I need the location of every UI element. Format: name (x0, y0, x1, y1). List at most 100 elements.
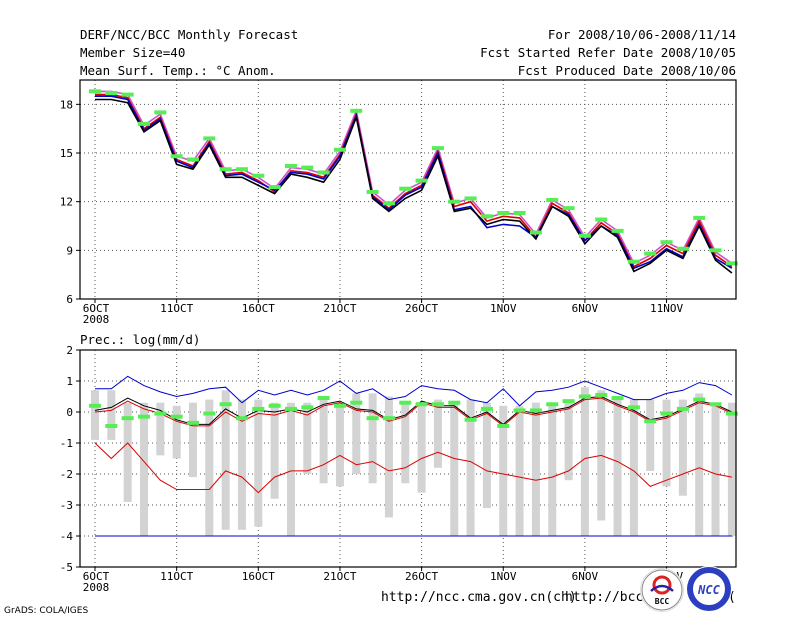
obs-marker (709, 248, 722, 253)
obs-marker (284, 163, 297, 168)
y-tick-label: 6 (66, 293, 73, 306)
obs-marker (676, 406, 689, 411)
obs-marker (268, 403, 281, 408)
spread-bar (548, 402, 557, 536)
y-tick-label: -1 (60, 437, 73, 450)
obs-marker (513, 211, 526, 216)
obs-marker (235, 167, 248, 172)
obs-marker (382, 416, 395, 421)
obs-marker (513, 408, 526, 413)
ncc-logo-text: NCC (697, 583, 720, 597)
obs-marker (448, 199, 461, 204)
series-line-blue (95, 95, 733, 270)
obs-marker (366, 189, 379, 194)
obs-marker (529, 408, 542, 413)
obs-marker (497, 211, 510, 216)
obs-marker (301, 405, 314, 410)
obs-marker (186, 420, 199, 425)
footer-url-ncc[interactable]: http://ncc.cma.gov.cn(ch) (381, 590, 577, 605)
x-tick-label: 1NOV (490, 570, 517, 583)
x-tick-label: 16OCT (242, 570, 275, 583)
spread-bar (417, 402, 426, 493)
member-size: Member Size=40 (80, 45, 186, 60)
series-line-lower (94, 442, 732, 494)
y-tick-label: -4 (60, 530, 74, 543)
spread-bar (401, 402, 410, 484)
obs-marker (709, 402, 722, 407)
obs-marker (480, 406, 493, 411)
x-tick-label: 11OCT (160, 302, 193, 315)
obs-marker (105, 423, 118, 428)
obs-marker (121, 416, 134, 421)
obs-marker (219, 167, 232, 172)
obs-marker (366, 416, 379, 421)
x-tick-label: 21OCT (323, 570, 356, 583)
obs-marker (627, 405, 640, 410)
obs-marker (562, 399, 575, 404)
obs-marker (578, 233, 591, 238)
x-tick-label: 1NOV (490, 302, 517, 315)
obs-marker (170, 414, 183, 419)
obs-marker (725, 411, 738, 416)
series-line-mid (95, 93, 733, 268)
y-tick-label: 0 (66, 406, 73, 419)
obs-marker (399, 400, 412, 405)
spread-bar (270, 402, 279, 499)
forecast-produced-date: Fcst Produced Date 2008/10/06 (517, 63, 736, 78)
obs-marker (399, 186, 412, 191)
spread-bar (450, 402, 459, 536)
y-tick-label: -5 (60, 561, 73, 574)
obs-marker (415, 402, 428, 407)
obs-marker (203, 136, 216, 141)
spread-bar (237, 399, 246, 530)
obs-marker (546, 198, 559, 203)
obs-marker (284, 406, 297, 411)
obs-marker (186, 157, 199, 162)
obs-marker (562, 206, 575, 211)
spread-bar (205, 399, 214, 536)
obs-marker (464, 196, 477, 201)
grads-credit: GrADS: COLA/IGES (4, 606, 89, 616)
obs-marker (480, 214, 493, 219)
obs-marker (725, 261, 738, 266)
x-year-label: 2008 (83, 581, 110, 594)
obs-marker (464, 417, 477, 422)
y-tick-label: -2 (60, 468, 73, 481)
spread-bar (662, 399, 671, 487)
spread-bar (695, 393, 704, 536)
spread-bar (303, 402, 312, 474)
spread-bar (580, 387, 589, 536)
variable-label: Mean Surf. Temp.: °C Anom. (80, 63, 276, 78)
spread-bar (711, 402, 720, 536)
footer-url-bcc[interactable]: http://bcc. (565, 590, 652, 605)
plot-frame (79, 349, 737, 568)
spread-bar (319, 396, 328, 484)
obs-marker (497, 423, 510, 428)
obs-marker (137, 121, 150, 126)
spread-bar (613, 399, 622, 536)
x-tick-label: 6OCT (83, 570, 110, 583)
x-tick-label: 11NOV (650, 302, 683, 315)
footer-url-bcc-tail: ( (728, 590, 736, 605)
y-tick-label: 18 (60, 98, 73, 111)
obs-marker (693, 397, 706, 402)
spread-bar (188, 402, 197, 478)
obs-marker (644, 251, 657, 256)
obs-marker (529, 230, 542, 235)
obs-marker (382, 201, 395, 206)
obs-marker (203, 411, 216, 416)
x-tick-label: 16OCT (242, 302, 275, 315)
chart-title: DERF/NCC/BCC Monthly Forecast (80, 27, 299, 42)
x-tick-label: 6NOV (572, 570, 599, 583)
obs-marker (693, 215, 706, 220)
obs-marker (676, 246, 689, 251)
spread-bar (335, 402, 344, 487)
x-tick-label: 11OCT (160, 570, 193, 583)
spread-bar (678, 399, 687, 496)
obs-marker (595, 217, 608, 222)
forecast-started-date: Fcst Started Refer Date 2008/10/05 (480, 45, 736, 60)
series-line-median (94, 397, 733, 427)
spread-bar (482, 402, 491, 509)
